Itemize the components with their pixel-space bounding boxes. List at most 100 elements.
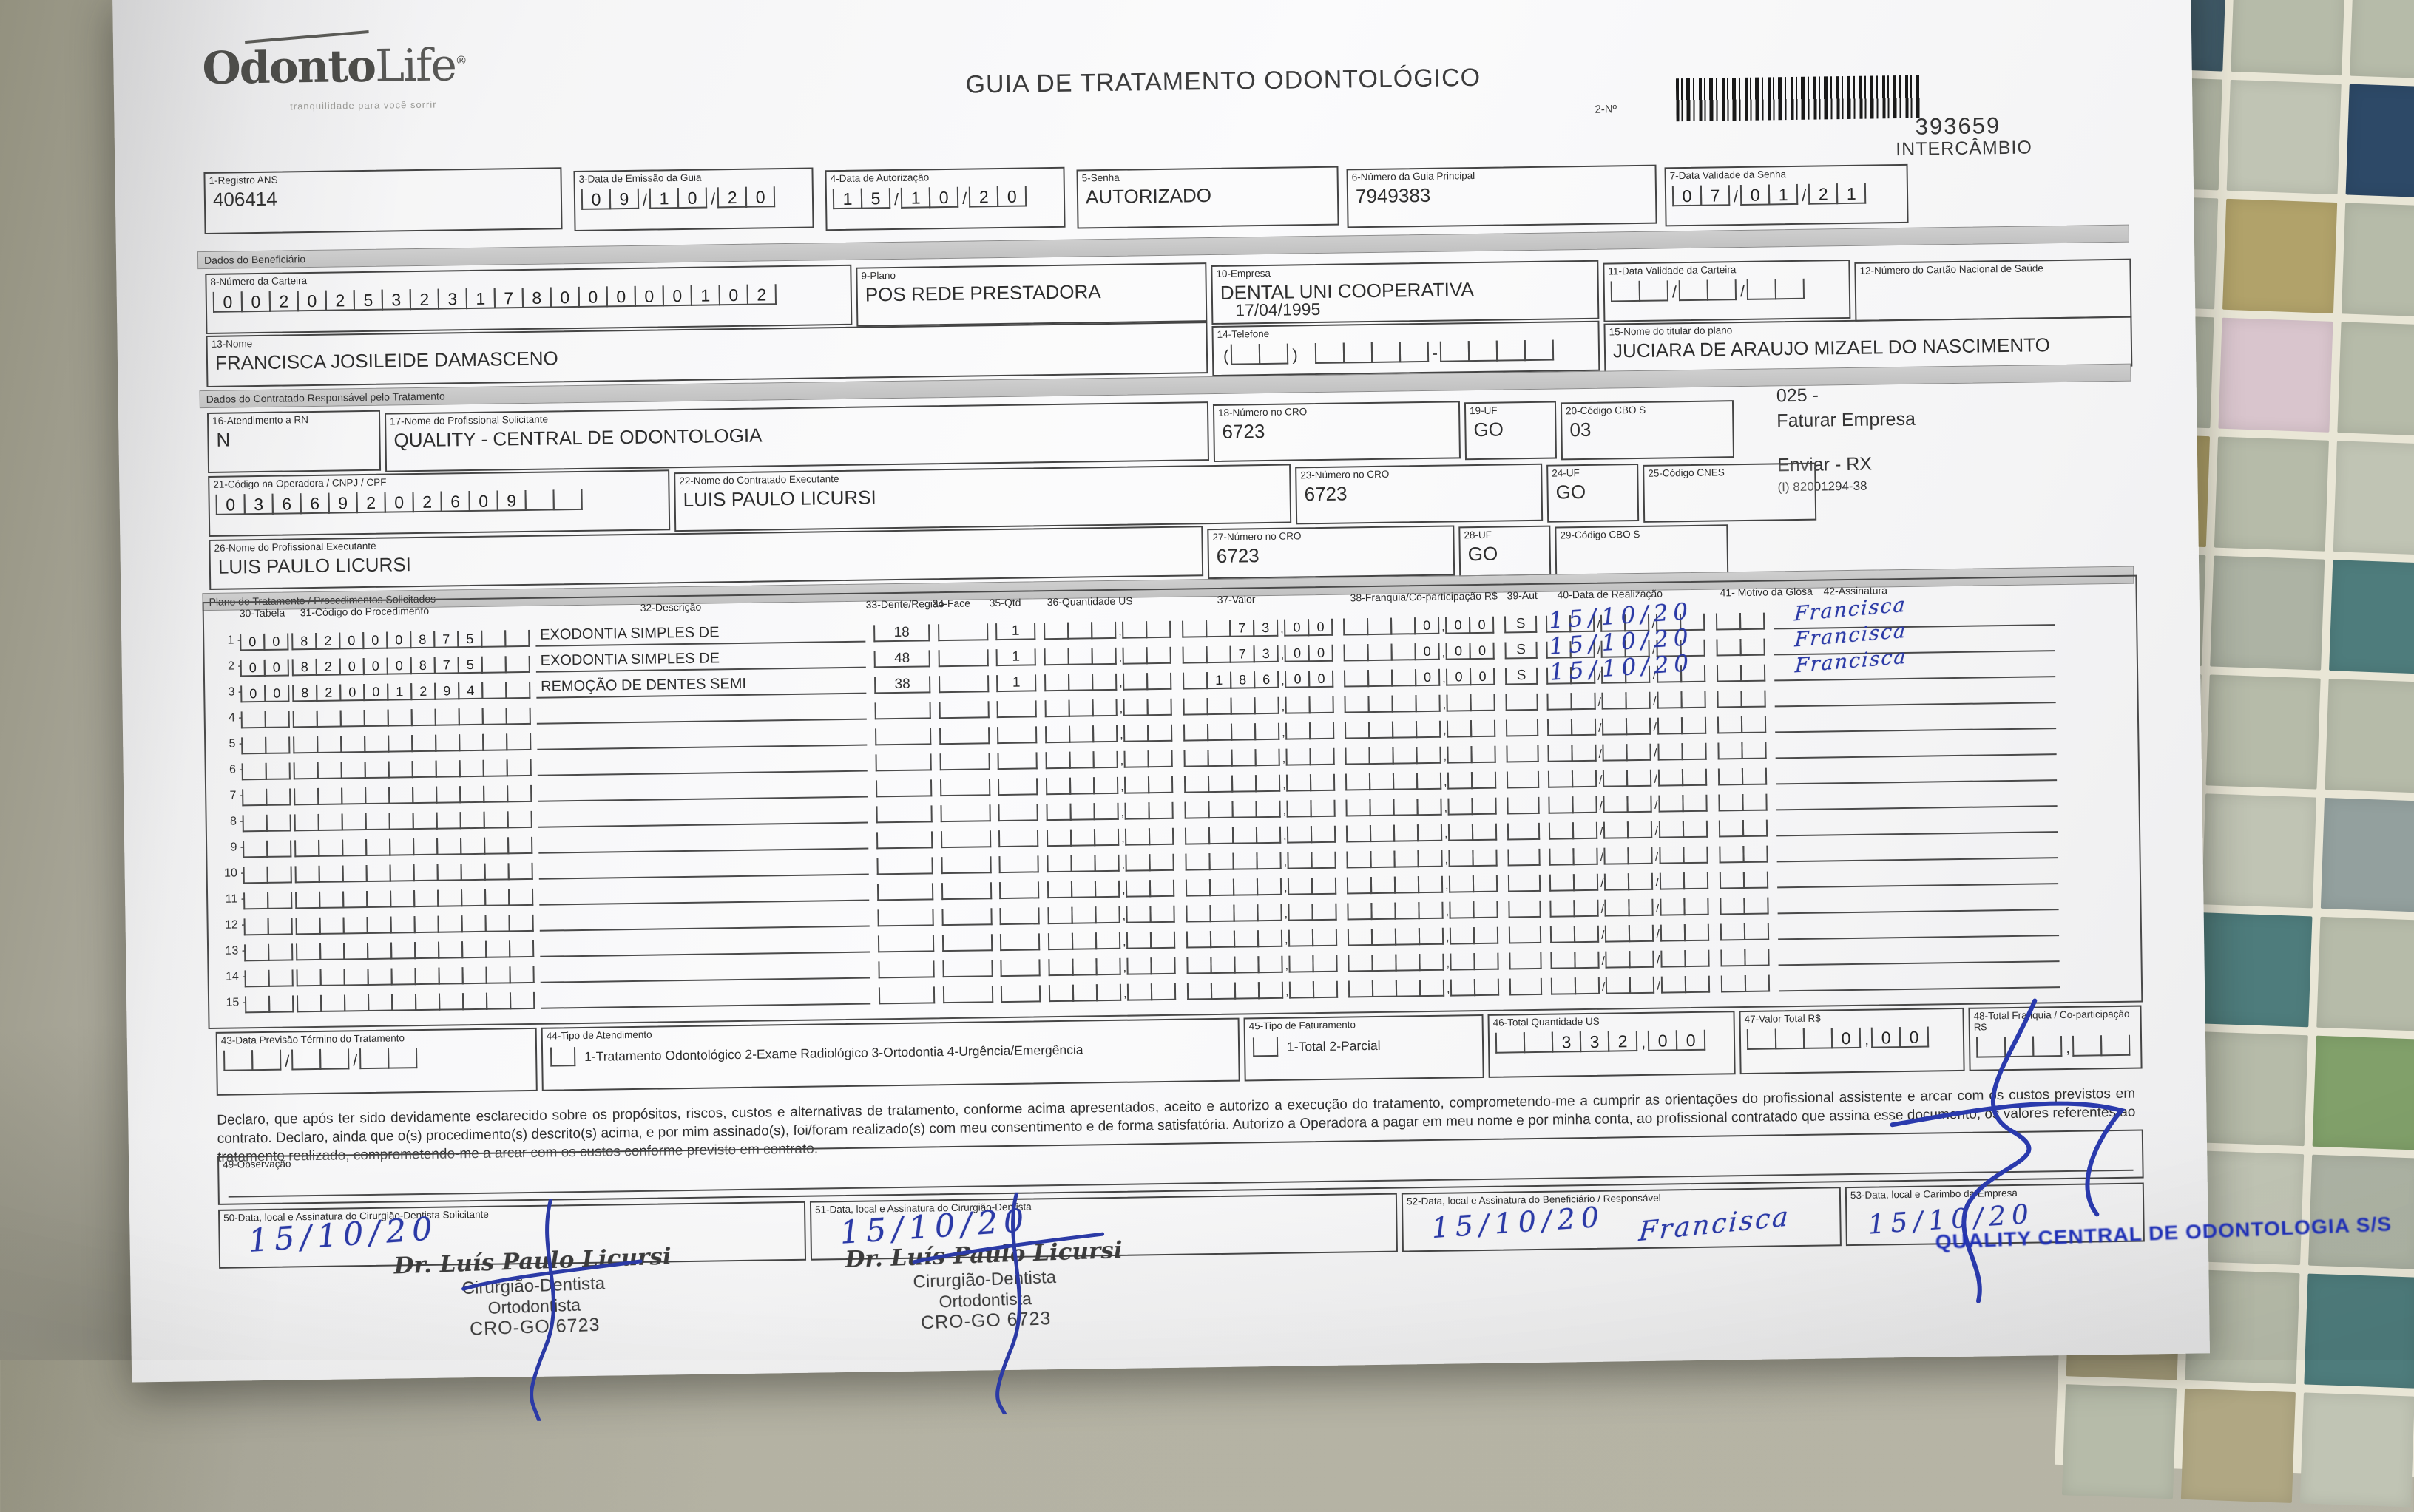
field-label: 47-Valor Total R$ — [1740, 1009, 1962, 1025]
comb-cell: 0 — [578, 286, 608, 308]
comb-cell — [390, 942, 416, 959]
comb-cell — [390, 890, 415, 907]
comb-cell — [1602, 692, 1627, 709]
comb-cell — [1394, 902, 1419, 919]
procedure-description — [539, 907, 869, 932]
comb-cell — [1151, 957, 1176, 974]
comb-cell — [1369, 799, 1394, 816]
comb-cell — [1206, 620, 1231, 637]
comb-cell: 0 — [1308, 619, 1333, 636]
face-cell — [939, 701, 990, 719]
comb-cell — [1370, 903, 1396, 920]
comb-cell: 2 — [1608, 1031, 1637, 1052]
field-cartao-nacional-saude: 12-Número do Cartão Nacional de Saúde — [1854, 259, 2131, 322]
comb-cell — [1048, 933, 1073, 950]
mosaic-tile — [2321, 798, 2414, 912]
comb-cell — [1657, 691, 1682, 708]
field-label: 53-Data, local e Carimbo da Empresa — [1847, 1184, 2143, 1201]
comb-cell: 1 — [649, 188, 679, 209]
comb-cell: 0 — [1285, 671, 1310, 688]
tooth-region-cell — [876, 805, 932, 823]
comb-cell — [1234, 982, 1260, 999]
comb-cell — [1371, 929, 1396, 946]
comb-cell — [1681, 743, 1706, 760]
row-number: 2 - — [209, 660, 242, 674]
comb-cell — [1472, 798, 1497, 815]
signature-line — [1778, 916, 2059, 940]
face-cell — [941, 908, 992, 926]
quantity-cell: 1 — [996, 648, 1036, 666]
comb-cell — [460, 838, 485, 855]
row-comb: // — [1548, 769, 1707, 788]
odontolife-logo: OdontoLife® — [202, 39, 466, 95]
field-value: AUTORIZADO — [1078, 180, 1337, 209]
comb-cell — [414, 968, 439, 985]
comb-cell — [1255, 801, 1280, 818]
comb-cell — [294, 840, 320, 857]
comb-cell — [413, 864, 439, 881]
comb-cell — [509, 940, 534, 957]
comb-cell — [1683, 872, 1708, 889]
guia-number: 393659 — [1916, 112, 2001, 140]
comb-cell — [1047, 881, 1072, 898]
comb-cell — [1605, 899, 1630, 916]
signature-line — [1775, 709, 2056, 733]
comb-cell — [1682, 795, 1707, 812]
comb-cell: 2 — [269, 291, 299, 312]
comb-cell — [1310, 748, 1335, 765]
comb-cell — [1231, 775, 1257, 792]
comb-cell: 2 — [316, 658, 341, 675]
comb-cell — [1547, 719, 1572, 736]
comb-cell: 2 — [325, 290, 355, 311]
comb-cell — [1418, 876, 1443, 893]
comb-cell — [1208, 853, 1234, 870]
face-cell — [942, 934, 993, 952]
comb-cell — [1257, 878, 1282, 895]
field-tipo-faturamento: 45-Tipo de Faturamento 1-Total 2-Parcial — [1244, 1014, 1484, 1082]
comb-cell — [1348, 929, 1373, 946]
comb-cell: 6 — [300, 493, 329, 515]
comb-cell — [1256, 852, 1281, 869]
comb-cell — [1550, 952, 1575, 969]
comb-cell — [1660, 898, 1685, 915]
comb-cell — [1549, 848, 1574, 865]
comb-cell — [1546, 693, 1572, 710]
comb-cell — [1392, 721, 1417, 738]
comb-cell — [268, 969, 293, 986]
comb-cell — [1657, 743, 1683, 760]
comb-cell: 0 — [264, 685, 289, 702]
comb-cell: 0 — [1414, 643, 1439, 660]
comb-cell — [507, 811, 532, 828]
comb-cell — [1211, 983, 1236, 1000]
comb-cell — [266, 814, 291, 831]
comb-cell — [1234, 930, 1259, 947]
comb-cell — [413, 838, 438, 855]
quantity-cell — [997, 752, 1037, 770]
row-comb — [244, 918, 293, 935]
comb-cell — [1344, 696, 1369, 713]
comb-cell — [367, 917, 392, 934]
tooth-region-cell — [876, 831, 933, 849]
comb-cell — [1573, 874, 1598, 891]
procedure-description — [538, 830, 868, 854]
authorization-cell — [1506, 745, 1538, 763]
mosaic-tile — [2304, 1274, 2414, 1389]
comb-cell — [1775, 279, 1805, 300]
field-label: 4-Data de Autorização — [826, 169, 1063, 184]
comb-cell — [1419, 954, 1444, 971]
comb-cell — [1126, 906, 1152, 923]
comb-cell — [413, 916, 439, 933]
comb-cell — [1471, 746, 1496, 763]
row-comb: // — [1549, 821, 1708, 840]
comb-cell — [1187, 983, 1212, 1000]
comb-cell: 7 — [494, 288, 524, 309]
field-value: 6723 — [1209, 539, 1453, 568]
comb-cell: 0 — [468, 490, 498, 512]
comb-cell — [436, 760, 461, 777]
comb-cell: 8 — [410, 657, 436, 674]
comb-cell — [1367, 644, 1392, 661]
